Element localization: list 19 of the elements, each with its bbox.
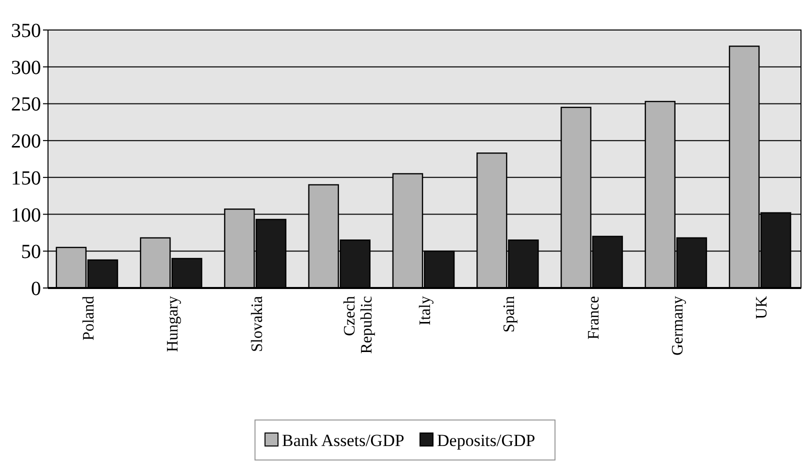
x-tick-label: Germany [670,296,686,356]
y-tick-label: 0 [31,278,41,300]
y-tick-label: 150 [11,167,41,190]
y-tick-label: 300 [11,56,41,79]
y-tick-label: 200 [11,130,41,153]
x-tick-label: Hungary [164,296,182,352]
y-tick-label: 350 [11,20,41,42]
x-tick-label: Spain [501,296,518,332]
x-tick-label: Czech Republic [341,296,376,354]
x-tick-label: UK [754,296,771,320]
x-tick-label: Italy [417,296,434,326]
legend-label: Bank Assets/GDP [282,430,404,450]
x-tick-label: Poland [80,296,98,340]
y-tick-label: 50 [21,241,41,264]
y-tick-label: 250 [11,94,41,116]
x-tick-label: Slovakia [248,296,266,352]
x-tick-label: France [585,296,602,340]
y-tick-label: 100 [11,204,41,226]
legend-label: Deposits/GDP [437,430,536,450]
